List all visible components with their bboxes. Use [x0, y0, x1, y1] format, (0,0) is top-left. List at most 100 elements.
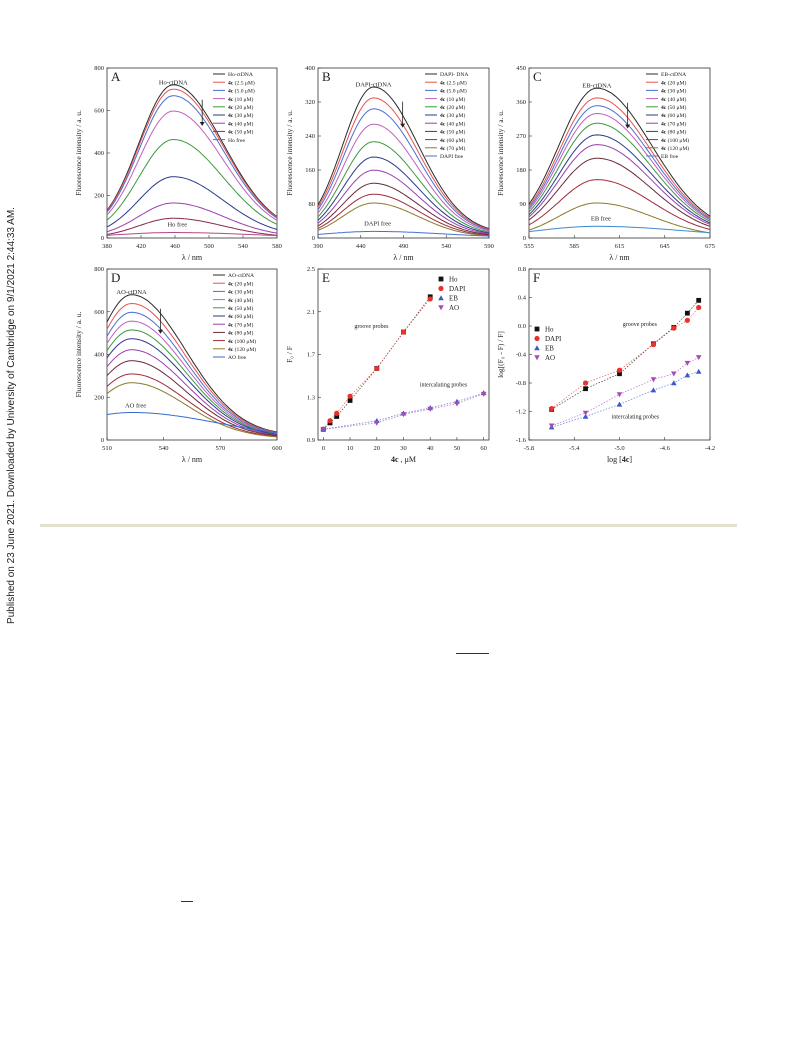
fit-line-eb — [323, 392, 484, 430]
legend-text: (50 μM) — [233, 305, 253, 312]
x-axis-label: λ / nm — [393, 253, 414, 262]
y-tick-label: 450 — [516, 65, 526, 72]
y-tick-label: 0 — [312, 235, 315, 242]
y-axis-label: Fluorescence intensity / a. u. — [74, 110, 83, 196]
y-tick-label: 0.8 — [518, 266, 526, 273]
legend-entry: 4c (120 μM) — [661, 145, 689, 152]
spectrum-line — [106, 176, 278, 230]
legend-entry: 4c (10 μM) — [228, 96, 254, 103]
legend-text: (20 μM) — [666, 79, 686, 86]
legend-bold: 4c — [661, 130, 667, 136]
spectrum-line — [528, 87, 711, 217]
legend-text: (50 μM) — [233, 129, 253, 136]
free-label: DAPI free — [364, 221, 391, 228]
x-tick-label: 570 — [215, 445, 225, 452]
x-tick-label: 30 — [400, 445, 407, 452]
data-point-eb — [616, 401, 623, 407]
legend-text: (80 μM) — [666, 129, 686, 136]
legend-entry: 4c (40 μM) — [228, 297, 254, 304]
y-tick-label: 200 — [94, 193, 104, 200]
legend-text: Ho-ctDNA — [228, 72, 253, 78]
data-point-eb — [582, 413, 589, 419]
legend-text: (100 μM) — [233, 338, 256, 345]
legend-entry: 4c (100 μM) — [661, 137, 689, 144]
legend-entry: 4c (40 μM) — [440, 120, 466, 127]
legend-text: (30 μM) — [666, 88, 686, 95]
spectrum-line — [106, 294, 278, 433]
legend-entry: Ho free — [228, 137, 245, 144]
legend-text: (20 μM) — [233, 104, 253, 111]
data-point-dapi — [684, 317, 690, 323]
legend-entry: DAPI free — [440, 153, 464, 160]
data-point-ho — [334, 414, 340, 419]
legend-bold: 4c — [440, 80, 446, 86]
data-point-dapi — [438, 285, 444, 292]
arrow-head — [157, 329, 163, 334]
y-tick-label: 0 — [101, 235, 104, 242]
legend-entry: 4c (100 μM) — [228, 338, 256, 345]
y-tick-label: -1.2 — [516, 409, 526, 416]
data-point-dapi — [671, 325, 677, 331]
x-label-part: , μM — [399, 455, 416, 464]
spectrum-line — [317, 202, 490, 237]
x-tick-label: 675 — [705, 243, 715, 250]
legend-bold: 4c — [228, 281, 234, 287]
data-point-ho — [617, 371, 622, 377]
data-point-dapi — [347, 393, 353, 399]
legend-text: (80 μM) — [233, 330, 253, 337]
data-point-ao — [400, 412, 407, 418]
legend-entry: EB free — [661, 153, 679, 160]
data-point-dapi — [400, 329, 407, 335]
legend-bold: 4c — [661, 121, 667, 127]
legend-bold: 4c — [440, 146, 446, 152]
panel-letter: A — [111, 69, 121, 84]
fit-line-ho — [323, 296, 431, 430]
x-tick-label: 645 — [660, 243, 670, 250]
y-tick-label: 0.9 — [307, 437, 315, 444]
y-tick-label: 80 — [309, 201, 316, 208]
groove-label: groove probes — [623, 322, 658, 328]
text-stub-line — [181, 901, 193, 902]
x-axis-label: log [4c] — [607, 455, 632, 464]
legend-entry: Ho — [449, 276, 458, 284]
legend-bold: 4c — [661, 105, 667, 111]
y-axis-label: F₀ / F — [285, 346, 294, 363]
x-tick-label: 20 — [374, 445, 381, 452]
free-label: AO free — [125, 402, 146, 409]
legend-bold: 4c — [661, 138, 667, 144]
legend-entry: 4c (30 μM) — [228, 289, 254, 296]
legend-entry: 4c (60 μM) — [661, 112, 687, 119]
x-tick-label: 590 — [484, 243, 494, 250]
y-tick-label: 600 — [94, 309, 104, 316]
legend-entry: 4c (80 μM) — [228, 330, 254, 337]
groove-label: groove probes — [354, 324, 389, 330]
panel-d: 510 540 570 600 0 200 400 600 800 D Fluorescence i… — [74, 266, 282, 464]
legend-text: (20 μM) — [233, 280, 253, 287]
legend-text: (20 μM) — [445, 104, 465, 111]
x-tick-label: 540 — [441, 243, 451, 250]
peak-label: Ho-ctDNA — [159, 79, 188, 86]
x-tick-label: 380 — [102, 243, 112, 250]
spectrum-line — [106, 110, 278, 221]
legend-text: (40 μM) — [233, 120, 253, 127]
legend-text: (40 μM) — [666, 96, 686, 103]
spectrum-line — [106, 202, 278, 234]
legend-bold: 4c — [228, 339, 234, 345]
y-tick-label: 800 — [94, 65, 104, 72]
legend-entry: 4c (70 μM) — [440, 145, 466, 152]
legend-text: (50 μM) — [666, 104, 686, 111]
spectrum-line — [106, 88, 278, 218]
legend-text: (70 μM) — [445, 145, 465, 152]
fit-line-ho — [551, 300, 699, 410]
intercalating-label: intercalating probes — [420, 383, 468, 389]
legend-text: AO-ctDNA — [228, 273, 254, 279]
x-tick-label: 50 — [454, 445, 461, 452]
panel-letter: B — [322, 69, 331, 84]
data-point-dapi — [616, 367, 623, 373]
legend-entry: 4c (2.5 μM) — [228, 79, 255, 86]
legend-bold: 4c — [228, 89, 234, 95]
legend-entry: 4c (60 μM) — [440, 137, 466, 144]
legend-bold: 4c — [440, 97, 446, 103]
legend-text: (5.0 μM) — [233, 88, 255, 95]
legend-text: DAPI- DNA — [440, 72, 468, 78]
